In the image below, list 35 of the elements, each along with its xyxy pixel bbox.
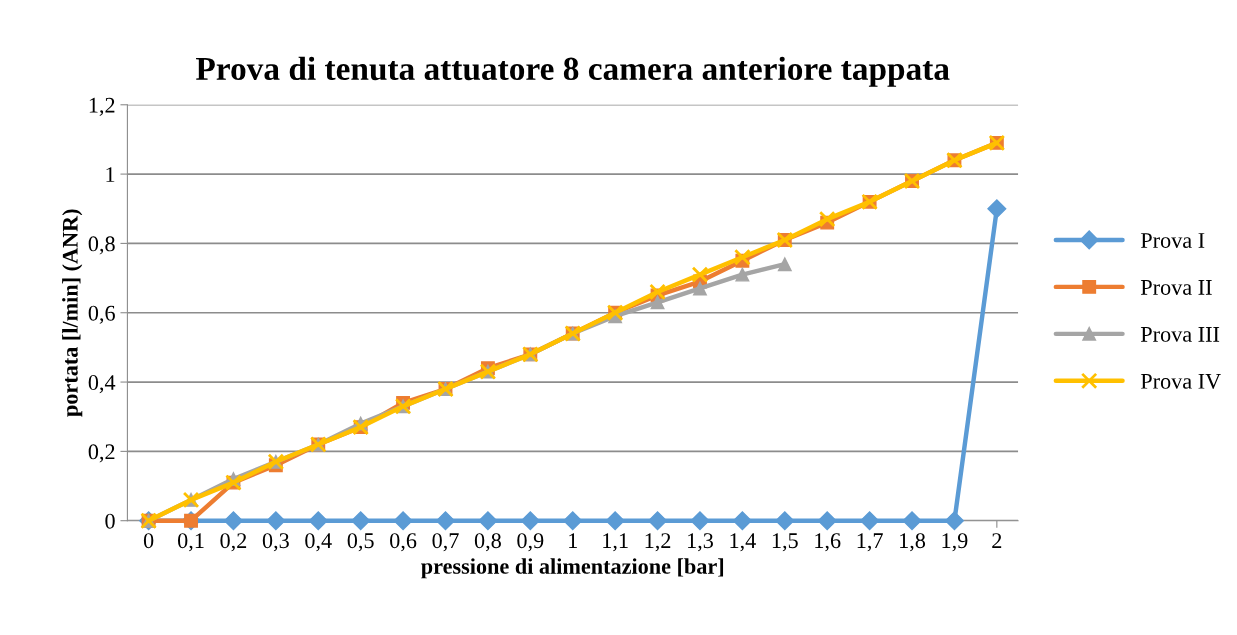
y-tick-label: 0,2: [88, 444, 115, 463]
x-tick-label: 1,7: [857, 533, 883, 552]
y-tick-label: 1: [106, 167, 115, 182]
x-tick-label: 0,3: [262, 533, 289, 552]
x-axis-title: pressione di alimentazione [bar]: [421, 558, 724, 579]
y-tick-label: 0,8: [88, 236, 115, 255]
x-tick-label: 1,6: [815, 533, 841, 552]
y-tick-label: 0,6: [88, 305, 115, 324]
y-tick-label: 1,2: [89, 97, 115, 116]
x-tick-label: 1,4: [730, 533, 756, 552]
legend-label: Prova III: [1140, 327, 1220, 342]
x-tick-label: 0,1: [177, 533, 204, 552]
x-tick-label: 0,2: [220, 533, 247, 552]
x-tick-label: 1,5: [772, 533, 798, 552]
y-axis-title: portata [l/min] (ANR): [62, 209, 83, 417]
x-tick-label: 1,2: [645, 533, 671, 552]
x-tick-label: 0: [143, 533, 154, 549]
x-tick-label: 1: [569, 533, 577, 548]
x-tick-label: 1,1: [603, 533, 628, 552]
x-tick-label: 1,9: [942, 533, 968, 552]
y-tick-label: 0: [105, 513, 115, 529]
x-tick-label: 0,9: [517, 533, 544, 552]
x-tick-label: 0,4: [305, 533, 332, 552]
x-tick-label: 0,5: [347, 533, 374, 552]
x-tick-label: 0,8: [474, 533, 501, 552]
x-tick-label: 0,6: [390, 533, 417, 552]
legend-label: Prova IV: [1140, 374, 1221, 389]
x-tick-label: 1,8: [900, 533, 926, 552]
chart-title: Prova di tenuta attuatore 8 camera anteriore tappata: [196, 56, 950, 87]
legend-label: Prova II: [1140, 280, 1212, 295]
y-tick-label: 0,4: [88, 374, 116, 394]
x-tick-label: 0,7: [432, 533, 459, 552]
legend-label: Prova I: [1140, 233, 1205, 248]
x-tick-label: 1,3: [688, 533, 713, 552]
x-tick-label: 2: [992, 533, 1002, 548]
